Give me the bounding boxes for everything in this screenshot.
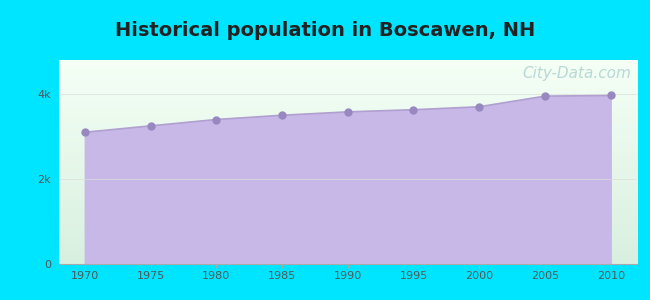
Point [540,94,550,98]
Point [79,130,90,135]
Text: Historical population in Boscawen, NH: Historical population in Boscawen, NH [115,21,535,40]
Point [146,124,156,128]
Point [211,117,222,122]
Point [343,110,353,114]
Point [606,93,616,98]
Text: City-Data.com: City-Data.com [523,66,631,81]
Point [474,104,484,109]
Point [408,107,419,112]
Point [277,113,287,118]
